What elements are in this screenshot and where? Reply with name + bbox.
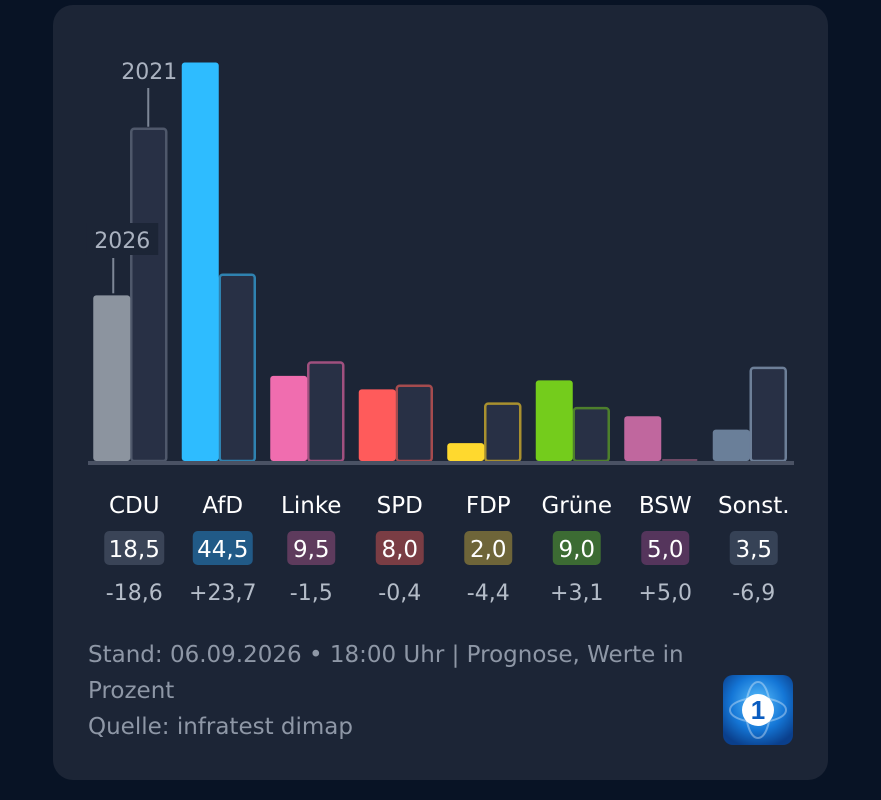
bar-2021-fdp [484,402,522,463]
change-label: +23,7 [189,581,256,606]
bar-2026-sonst. [712,429,750,461]
bar-2026-linke [270,375,308,461]
bar-2026-afd [181,62,219,461]
change-label: -18,6 [106,581,163,606]
value-badge [287,531,336,565]
bar-2026-bsw [624,416,662,461]
change-label: -0,4 [378,581,421,606]
category-label: FDP [466,493,511,519]
chart-footer: Stand: 06.09.2026 • 18:00 Uhr | Prognose… [88,637,708,745]
value-badge [464,531,513,565]
value-badge [375,531,424,565]
value-badge [729,531,778,565]
value-badge [552,531,601,565]
change-label: +3,1 [550,581,603,606]
change-label: -1,5 [290,581,333,606]
bar-chart: CDU 18,5 -18,6 AfD 44,5 +23,7 Linke 9,5 -1,5 SPD 8… [86,60,794,606]
svg-text:1: 1 [751,695,765,725]
category-label: AfD [202,493,243,519]
category-label: Linke [281,493,341,519]
annotation-2026-backdrop [86,223,159,255]
bar-2021-bsw [662,459,698,461]
value-badge [641,531,690,565]
bar-2021-sonst. [749,366,787,463]
value-label: 9,0 [558,537,595,563]
annotation-2026: 2026 [94,229,150,254]
value-label: 44,5 [197,537,248,563]
x-axis-baseline [88,461,794,465]
bar-2021-afd [218,273,256,463]
bar-2021-grüne [572,406,610,463]
value-label: 5,0 [647,537,684,563]
footer-stand: Stand: 06.09.2026 • 18:00 Uhr | Prognose… [88,642,684,668]
change-label: -6,9 [732,581,775,606]
value-label: 18,5 [109,537,160,563]
das-erste-logo-icon: 1 [723,675,793,745]
value-label: 2,0 [470,537,507,563]
value-label: 9,5 [293,537,330,563]
category-label: Sonst. [718,493,790,519]
category-label: Grüne [541,493,612,519]
value-badge [104,531,165,565]
category-label: CDU [109,493,160,519]
footer-prozent: Prozent [88,678,175,704]
footer-source: Quelle: infratest dimap [88,714,354,740]
bar-2021-spd [395,384,433,463]
value-label: 8,0 [381,537,418,563]
value-badge [192,531,253,565]
category-label: SPD [377,493,423,519]
bar-2026-fdp [447,443,485,461]
value-label: 3,5 [735,537,772,563]
bar-2026-grüne [535,380,573,461]
bar-2026-spd [358,389,396,461]
change-label: +5,0 [639,581,692,606]
category-label: BSW [639,493,692,519]
change-label: -4,4 [467,581,510,606]
bar-2021-linke [307,361,345,463]
annotation-2021: 2021 [121,60,177,85]
bar-2026-cdu [93,295,131,461]
bar-2021-cdu [130,127,168,463]
